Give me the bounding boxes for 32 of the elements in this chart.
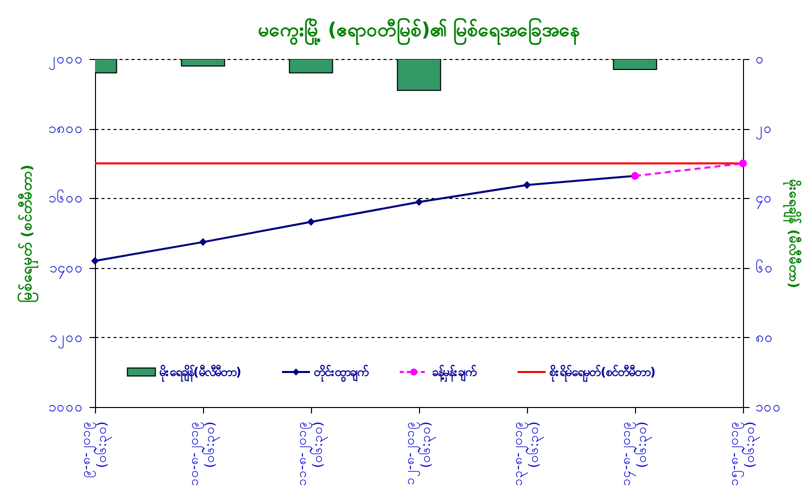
x-tick-label: ၁၄-၈-၂၀၁၉ (၀၆:၃၀) xyxy=(618,422,652,486)
x-tick-label: ၁၀-၈-၂၀၁၉ (၀၆:၃၀) xyxy=(186,422,220,486)
point xyxy=(739,160,747,168)
y-tick-label: ၁၄၀၀ xyxy=(50,260,84,278)
x-tick-label: ၉-၈-၂၀၁၉ (၀၆:၃၀) xyxy=(78,422,112,478)
y-tick-label: ၁၀၀၀ xyxy=(48,400,84,416)
x-tick-label: ၁၁-၈-၂၀၁၉ (၀၆:၃၀) xyxy=(294,422,328,486)
y2-tick-label: ၄၀ xyxy=(756,190,772,209)
y2-tick-label: ၂၀ xyxy=(756,121,772,140)
legend-label: စိုးရိမ်ရေမှတ်(စင်တီမီတာ) xyxy=(548,363,656,383)
y-tick-label: ၁၂၀၀ xyxy=(50,330,84,348)
y2-axis-title: မိုးရေချိန် (မီလီမီတာ) xyxy=(782,178,802,288)
point xyxy=(415,198,423,206)
y-tick-label: ၁၆၀၀ xyxy=(48,190,84,207)
y2-tick-label: ၀ xyxy=(756,52,764,68)
chart-title: မကွေးမြို့ (ဧရာဝတီမြစ်)၏ မြစ်ရေအခြေအနေ xyxy=(258,16,580,46)
point xyxy=(91,256,99,265)
point xyxy=(199,238,207,246)
point xyxy=(307,218,315,226)
x-tick-label: ၁၃-၈-၂၀၁၉ (၀၆:၃၀) xyxy=(510,422,544,486)
y-tick-label: ၁၈၀၀ xyxy=(48,121,84,138)
point xyxy=(523,181,531,189)
y-tick-label: ၂၀၀၀ xyxy=(48,52,84,70)
y2-tick-label: ၁၀၀ xyxy=(756,400,782,416)
y2-tick-label: ၆၀ xyxy=(756,260,774,276)
legend-label: ခန့်မှန်းချက် xyxy=(432,363,477,383)
y-axis-title: မြစ်ရေမှတ် (စင်တီမီတာ) xyxy=(18,164,38,302)
y2-tick-label: ၈၀ xyxy=(756,330,774,346)
x-tick-label: ၁၅-၈-၂၀၁၉ (၀၆:၃၀) xyxy=(726,422,760,486)
x-tick-label: ၁၂-၈-၂၀၁၉ (၀၆:၃၀) xyxy=(402,422,436,485)
legend-label: မိုးရေချိန်(မီလီမီတာ) xyxy=(158,363,242,383)
legend-label: တိုင်းထွာချက် xyxy=(313,363,369,383)
